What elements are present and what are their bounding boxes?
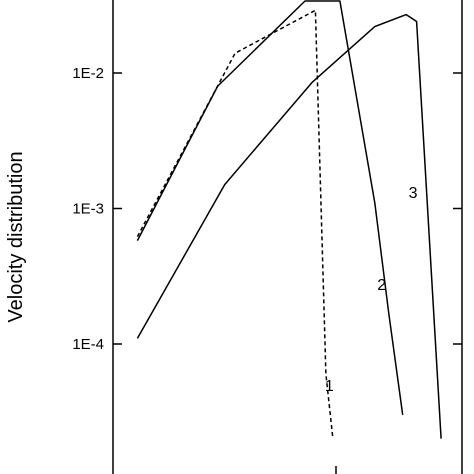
y-axis-title: Velocity distribution (5, 151, 27, 322)
series-line-1 (136, 9, 334, 439)
plot-frame (112, 0, 463, 474)
curve-label-1: 1 (325, 378, 334, 395)
y-tick-label: 1E-3 (72, 201, 104, 218)
curve-label-3: 3 (409, 185, 418, 202)
series-line-2 (136, 0, 404, 416)
y-tick-label: 1E-2 (72, 65, 104, 82)
curve-labels: 1 2 3 (325, 185, 418, 395)
y-axis-ticks: 1E-2 1E-3 1E-4 (72, 65, 462, 353)
series-group (136, 0, 442, 439)
curve-label-2: 2 (377, 277, 386, 294)
series-line-3 (136, 13, 442, 439)
y-tick-label: 1E-4 (72, 336, 104, 353)
